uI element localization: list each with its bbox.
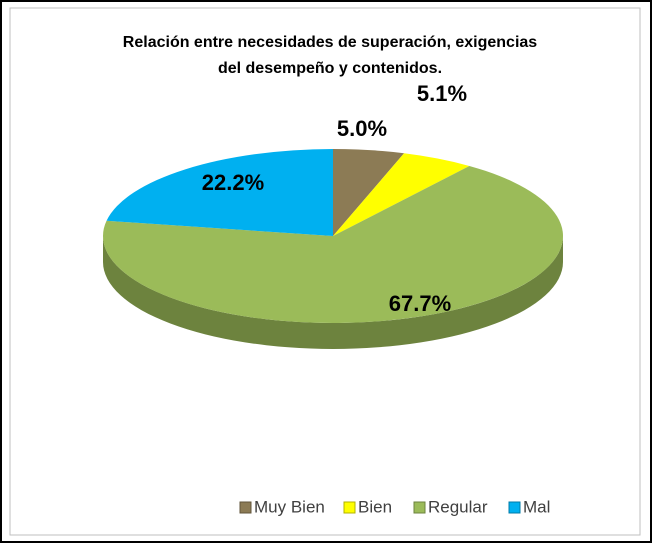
legend-swatch — [343, 501, 356, 514]
slice — [333, 153, 470, 236]
legend-label: Muy Bien — [254, 497, 325, 516]
legend-swatch — [508, 501, 521, 514]
pie — [102, 149, 563, 349]
data-labels: 5.0% 5.1% 67.7% 22.2% — [202, 81, 467, 316]
slice-side — [103, 236, 563, 349]
data-label: 5.0% — [337, 116, 387, 141]
legend-swatch — [239, 501, 252, 514]
legend-label: Mal — [523, 497, 550, 516]
legend-label: Bien — [358, 497, 392, 516]
legend-swatch — [413, 501, 426, 514]
legend: Muy Bien Bien Regular Mal — [239, 497, 550, 516]
legend-label: Regular — [428, 497, 488, 516]
data-label: 67.7% — [389, 291, 451, 316]
slice — [333, 149, 405, 236]
chart-title: Relación entre necesidades de superación… — [122, 34, 538, 77]
slice — [106, 149, 333, 236]
data-label: 22.2% — [202, 170, 264, 195]
data-label: 5.1% — [417, 81, 467, 106]
slice — [102, 165, 563, 323]
title-box: Relación entre necesidades de superación… — [122, 34, 538, 77]
